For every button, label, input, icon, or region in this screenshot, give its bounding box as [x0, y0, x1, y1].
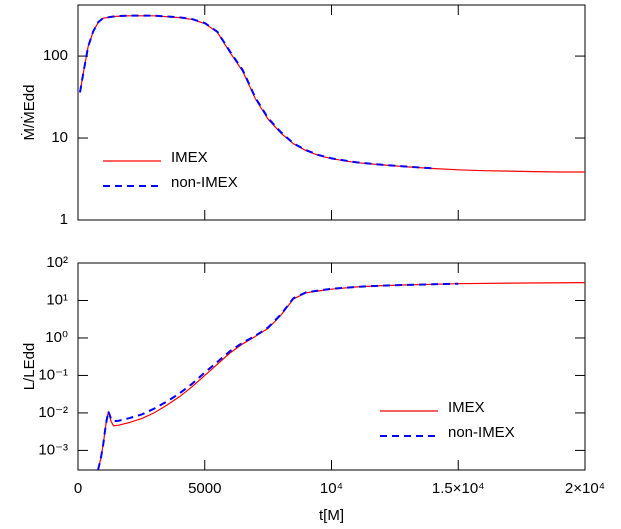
y-tick-label: 10⁰: [45, 329, 68, 346]
data-line: [79, 15, 585, 173]
y-tick-label: 10⁻¹: [38, 366, 68, 383]
legend-label: non-IMEX: [171, 174, 238, 191]
data-line: [97, 282, 585, 470]
legend-label: non-IMEX: [448, 424, 515, 441]
y-tick-label: 100: [43, 47, 68, 64]
x-tick-label: 5000: [188, 480, 221, 497]
y-axis-label: Ṁ/ṀEdd: [20, 85, 38, 141]
x-tick-label: 0: [74, 480, 82, 497]
y-tick-label: 1: [60, 211, 68, 228]
data-line: [79, 14, 433, 170]
x-tick-label: 10⁴: [320, 480, 343, 497]
legend-label: IMEX: [448, 399, 485, 416]
legend-label: IMEX: [171, 149, 208, 166]
y-tick-label: 10²: [46, 254, 68, 271]
x-tick-label: 1.5×10⁴: [432, 480, 485, 497]
y-tick-label: 10: [51, 129, 68, 146]
y-tick-label: 10⁻²: [38, 404, 68, 421]
y-axis-label: L/LEdd: [21, 343, 38, 391]
data-line: [97, 282, 459, 470]
y-tick-label: 10¹: [46, 291, 68, 308]
plot-frame: [77, 4, 586, 221]
y-tick-label: 10⁻³: [38, 441, 68, 458]
x-axis-label: t[M]: [319, 507, 344, 524]
x-tick-label: 2×10⁴: [565, 480, 605, 497]
